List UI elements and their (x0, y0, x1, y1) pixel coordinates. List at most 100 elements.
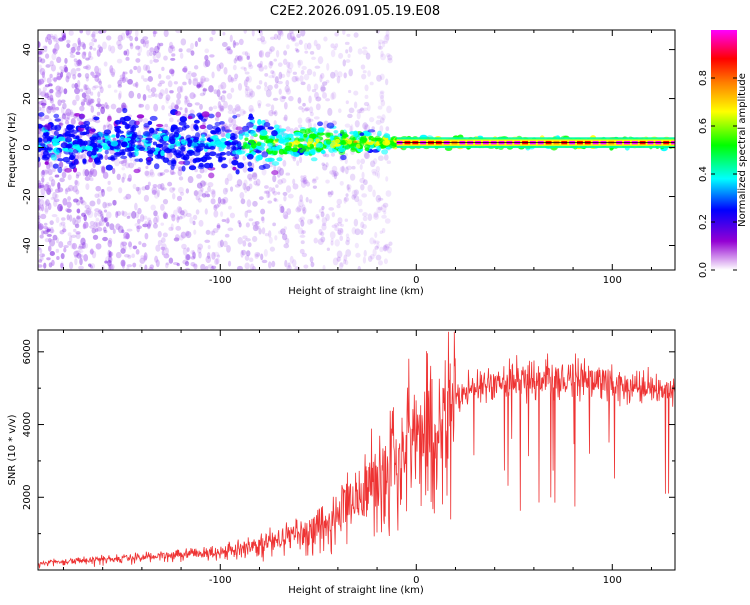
heatmap-noise-blob (329, 170, 335, 175)
heatmap-noise-blob (362, 212, 368, 217)
heatmap-noise-blob (219, 107, 224, 113)
heatmap-noise-blob (64, 117, 70, 121)
heatmap-noise-blob (149, 59, 153, 64)
heatmap-band-blob (136, 114, 145, 119)
heatmap-noise-blob (126, 228, 133, 232)
heatmap-noise-blob (197, 37, 202, 43)
heatmap-noise-blob (116, 39, 122, 47)
heatmap-noise-blob (39, 184, 45, 189)
heatmap-band-blob (161, 129, 168, 134)
heatmap-noise-blob (103, 61, 108, 67)
heatmap-noise-blob (89, 200, 96, 207)
heatmap-noise-blob (190, 256, 196, 260)
heatmap-band-blob (238, 133, 244, 140)
heatmap-noise-blob (364, 152, 370, 160)
heatmap-band-blob (246, 153, 254, 160)
heatmap-noise-blob (194, 102, 200, 106)
heatmap-noise-blob (149, 264, 155, 269)
heatmap-band-blob (297, 138, 305, 143)
heatmap-noise-blob (302, 206, 307, 214)
heatmap-noise-blob (245, 222, 250, 228)
heatmap-noise-blob (331, 91, 337, 100)
heatmap-noise-blob (162, 198, 169, 205)
heatmap-noise-blob (190, 249, 195, 255)
heatmap-noise-blob (346, 165, 353, 171)
heatmap-noise-blob (221, 219, 226, 223)
heatmap-noise-blob (97, 78, 102, 84)
heatmap-noise-blob (189, 109, 195, 115)
heatmap-noise-blob (268, 236, 273, 244)
heatmap-noise-blob (352, 194, 357, 199)
heatmap-noise-blob (268, 186, 273, 192)
heatmap-noise-blob (313, 123, 317, 128)
heatmap-band-blob (247, 167, 254, 172)
heatmap-noise-blob (271, 187, 276, 194)
heatmap-band-blob (117, 130, 124, 134)
heatmap-noise-blob (65, 187, 71, 193)
heatmap-noise-blob (88, 170, 93, 178)
heatmap-noise-blob (170, 213, 175, 218)
heatmap-noise-blob (85, 76, 89, 82)
heatmap-noise-blob (278, 88, 282, 95)
heatmap-band-blob (315, 147, 322, 153)
heatmap-noise-blob (372, 189, 376, 198)
heatmap-band-blob (180, 138, 186, 144)
heatmap-noise-blob (47, 105, 54, 111)
heatmap-band-blob (170, 124, 178, 130)
heatmap-band-blob (291, 147, 299, 153)
heatmap-noise-blob (59, 161, 64, 169)
heatmap-noise-blob (376, 242, 380, 249)
heatmap-noise-blob (123, 50, 127, 56)
heatmap-noise-blob (260, 208, 266, 215)
heatmap-noise-blob (346, 184, 352, 190)
heatmap-band-blob (169, 138, 176, 145)
heatmap-noise-blob (85, 207, 92, 216)
heatmap-noise-blob (217, 196, 222, 204)
heatmap-noise-blob (355, 252, 361, 258)
heatmap-noise-blob (236, 265, 243, 270)
heatmap-noise-blob (127, 174, 132, 182)
heatmap-noise-blob (334, 222, 339, 228)
heatmap-noise-blob (83, 254, 89, 262)
heatmap-noise-blob (136, 218, 141, 224)
heatmap-noise-blob (377, 155, 384, 162)
heatmap-noise-blob (381, 114, 386, 121)
heatmap-noise-blob (388, 241, 393, 246)
heatmap-noise-blob (61, 113, 67, 120)
heatmap-noise-blob (65, 108, 72, 117)
heatmap-noise-blob (234, 42, 240, 46)
heatmap-noise-blob (242, 165, 248, 173)
heatmap-noise-blob (192, 78, 199, 87)
heatmap-band-blob (194, 157, 202, 163)
heatmap-noise-blob (185, 230, 190, 237)
heatmap-noise-blob (272, 174, 277, 183)
heatmap-noise-blob (129, 42, 133, 47)
heatmap-noise-blob (226, 46, 231, 51)
heatmap-noise-blob (60, 262, 64, 269)
heatmap-noise-blob (210, 265, 215, 270)
heatmap-noise-blob (121, 241, 128, 247)
heatmap-band-blob (173, 130, 180, 135)
heatmap-noise-blob (83, 97, 87, 103)
heatmap-noise-blob (351, 227, 357, 235)
heatmap-noise-blob (273, 120, 277, 126)
heatmap-band-blob (277, 144, 283, 150)
heatmap-noise-blob (283, 114, 288, 122)
heatmap-noise-blob (170, 102, 175, 110)
heatmap-band-blob (171, 160, 177, 167)
heatmap-noise-blob (69, 54, 76, 58)
heatmap-band-blob (349, 131, 356, 135)
heatmap-noise-blob (301, 65, 307, 71)
heatmap-noise-blob (381, 214, 387, 219)
heatmap-noise-blob (76, 253, 82, 259)
heatmap-band-blob (350, 147, 357, 153)
heatmap-noise-blob (193, 190, 200, 196)
heatmap-noise-blob (73, 228, 77, 233)
heatmap-noise-blob (314, 65, 321, 69)
heatmap-noise-blob (159, 42, 164, 47)
heatmap-noise-blob (72, 99, 77, 106)
heatmap-noise-blob (349, 173, 356, 181)
heatmap-noise-blob (321, 223, 327, 231)
heatmap-band-blob (188, 165, 197, 171)
heatmap-noise-blob (101, 188, 106, 197)
